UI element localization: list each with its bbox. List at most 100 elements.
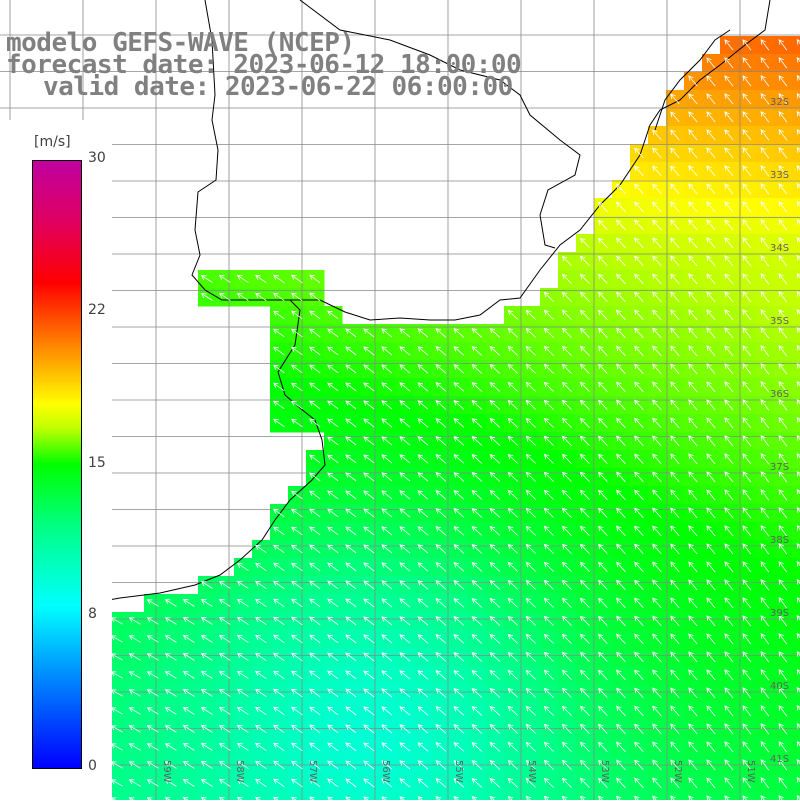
wind-arrow [273, 760, 285, 770]
wind-arrow [146, 761, 159, 769]
wind-arrow [670, 525, 680, 537]
wind-arrow [453, 490, 465, 500]
wind-arrow [381, 652, 393, 662]
wind-arrow [688, 597, 698, 609]
wind-arrow [760, 219, 770, 231]
wind-arrow [598, 633, 608, 644]
wind-arrow [688, 723, 698, 735]
wind-arrow [128, 689, 141, 697]
wind-arrow [796, 687, 800, 693]
wind-arrow [363, 562, 375, 572]
wind-arrow [399, 418, 411, 428]
wind-arrow [652, 291, 662, 303]
wind-arrow [778, 543, 788, 555]
wind-arrow [327, 616, 339, 626]
wind-arrow [561, 309, 572, 320]
wind-arrow [670, 615, 680, 627]
wind-arrow [598, 579, 608, 590]
wind-speed-cell [792, 378, 800, 397]
wind-arrow [616, 723, 626, 735]
wind-arrow [688, 489, 698, 501]
wind-speed-cell [792, 252, 800, 271]
wind-arrow [128, 779, 141, 787]
wind-arrow [579, 309, 590, 320]
wind-arrow [579, 435, 590, 446]
wind-arrow [760, 165, 770, 177]
wind-arrow [598, 381, 608, 392]
wind-arrow [345, 436, 357, 446]
wind-speed-cell [126, 792, 145, 804]
wind-arrow [453, 778, 465, 788]
wind-arrow [363, 598, 375, 608]
wind-arrow [616, 651, 626, 663]
wind-arrow [652, 579, 662, 591]
wind-arrow [652, 327, 662, 339]
wind-arrow [543, 651, 554, 662]
wind-arrow [164, 725, 177, 733]
wind-arrow [471, 472, 483, 482]
wind-arrow [742, 201, 752, 213]
wind-arrow [327, 346, 339, 356]
wind-arrow [742, 93, 752, 105]
wind-speed-cell [774, 792, 793, 804]
wind-arrow [345, 562, 357, 572]
wind-arrow [706, 651, 716, 663]
wind-arrow [345, 652, 357, 662]
lat-label: 39S [770, 608, 789, 619]
wind-arrow [363, 652, 375, 662]
wind-arrow [598, 327, 608, 338]
wind-arrow [634, 633, 644, 645]
wind-speed-cell [792, 630, 800, 649]
wind-arrow [218, 616, 231, 625]
wind-arrow [489, 436, 501, 446]
wind-arrow [634, 165, 644, 177]
wind-arrow [796, 615, 800, 621]
wind-arrow [525, 669, 536, 680]
wind-arrow [778, 363, 788, 375]
wind-arrow [724, 543, 734, 555]
wind-arrow [525, 597, 536, 608]
wind-arrow [598, 219, 608, 230]
wind-arrow [634, 543, 644, 555]
wind-arrow [561, 723, 572, 734]
wind-arrow [453, 670, 465, 680]
wind-speed-cell [792, 288, 800, 307]
wind-arrow [670, 273, 680, 285]
wind-arrow [796, 291, 800, 297]
wind-arrow [706, 165, 716, 177]
wind-arrow [417, 436, 429, 446]
wind-arrow [471, 580, 483, 590]
wind-arrow [291, 742, 303, 752]
wind-arrow [507, 561, 518, 572]
wind-arrow [724, 363, 734, 375]
wind-arrow [778, 759, 788, 771]
wind-arrow [435, 490, 447, 500]
wind-arrow [706, 237, 716, 249]
wind-arrow [525, 435, 536, 446]
wind-arrow [291, 634, 303, 644]
wind-arrow [796, 435, 800, 441]
wind-arrow [255, 616, 267, 626]
wind-arrow [724, 381, 734, 393]
wind-arrow [724, 507, 734, 519]
wind-arrow [724, 741, 734, 753]
wind-arrow [652, 669, 662, 681]
wind-arrow [724, 597, 734, 609]
wind-arrow [417, 472, 429, 482]
wind-arrow [706, 669, 716, 681]
wind-arrow [724, 525, 734, 537]
wind-arrow [634, 705, 644, 717]
wind-arrow [742, 237, 752, 249]
lat-label: 36S [770, 389, 789, 400]
wind-arrow [634, 651, 644, 663]
wind-arrow [760, 579, 770, 591]
wind-arrow [399, 670, 411, 680]
wind-arrow [345, 364, 357, 374]
wind-arrow [453, 562, 465, 572]
wind-arrow [796, 651, 800, 657]
wind-arrow [706, 183, 716, 195]
wind-arrow [273, 526, 285, 536]
wind-arrow [273, 418, 285, 428]
